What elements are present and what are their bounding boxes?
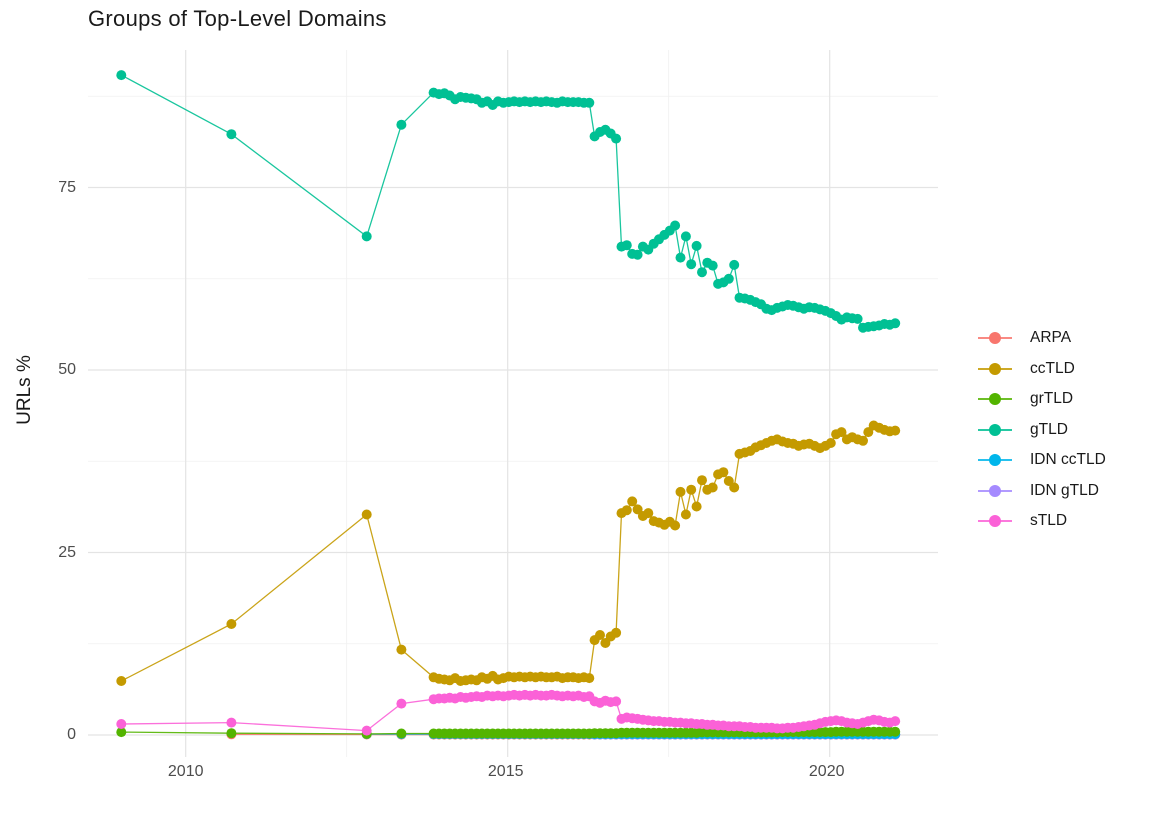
- series-gtld: [116, 70, 901, 333]
- series-grtld: [116, 726, 901, 739]
- legend-item-arpa: ARPA: [978, 323, 1106, 354]
- x-tick-2020: 2020: [808, 763, 845, 780]
- gridlines: [88, 50, 938, 757]
- legend-label: sTLD: [1030, 512, 1068, 530]
- legend-label: IDN gTLD: [1030, 481, 1099, 499]
- legend-key-idn-cctld-icon: [978, 454, 1012, 467]
- series-stld: [116, 689, 901, 736]
- legend-key-stld-icon: [978, 515, 1012, 528]
- legend-key-cctld-icon: [978, 362, 1012, 375]
- series-cctld: [116, 420, 901, 686]
- y-tick-25: 25: [58, 543, 76, 561]
- y-tick-50: 50: [58, 361, 76, 378]
- legend-item-stld: sTLD: [978, 506, 1106, 537]
- legend-key-gtld-icon: [978, 423, 1012, 436]
- legend-key-arpa-icon: [978, 332, 1012, 345]
- chart-title: Groups of Top-Level Domains: [88, 6, 387, 31]
- y-tick-0: 0: [67, 726, 76, 743]
- legend-key-idn-gtld-icon: [978, 484, 1012, 497]
- legend-item-gtld: gTLD: [978, 415, 1106, 446]
- legend-label: IDN ccTLD: [1030, 451, 1106, 469]
- y-tick-75: 75: [58, 178, 76, 196]
- legend-key-grtld-icon: [978, 393, 1012, 406]
- legend-label: gTLD: [1030, 420, 1068, 438]
- x-tick-2010: 2010: [167, 763, 204, 780]
- x-tick-2015: 2015: [487, 763, 524, 780]
- legend: ARPA ccTLD grTLD gTLD IDN ccTLD IDN gTLD…: [978, 323, 1106, 537]
- legend-item-idn-gtld: IDN gTLD: [978, 476, 1106, 507]
- legend-item-idn-cctld: IDN ccTLD: [978, 445, 1106, 476]
- legend-label: ccTLD: [1030, 359, 1075, 377]
- legend-label: ARPA: [1030, 329, 1072, 347]
- legend-label: grTLD: [1030, 390, 1074, 408]
- legend-item-cctld: ccTLD: [978, 354, 1106, 385]
- legend-item-grtld: grTLD: [978, 384, 1106, 415]
